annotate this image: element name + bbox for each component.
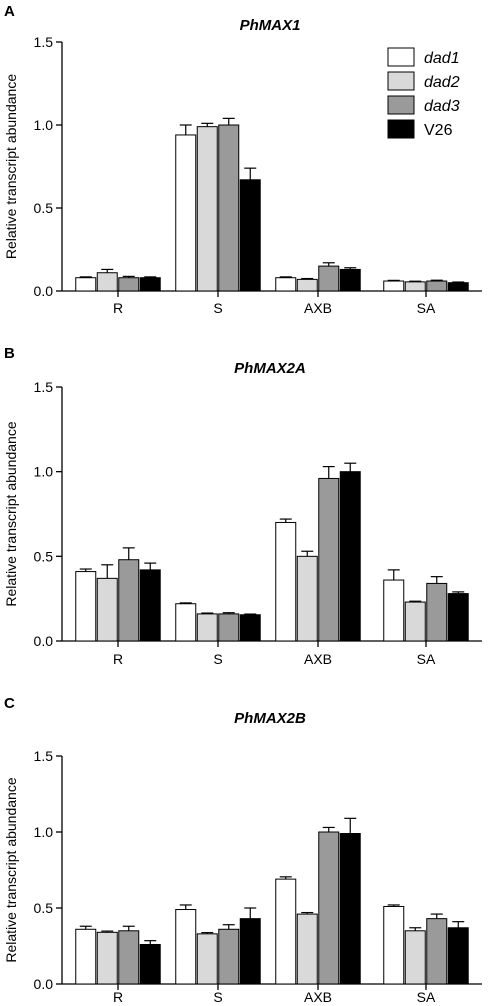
y-tick-label: 1.5: [34, 748, 54, 764]
bar-dad1-AXB: [275, 878, 297, 985]
x-tick-label: R: [113, 300, 123, 316]
bar-dad3-AXB: [318, 265, 340, 292]
bar-dad1-S: [175, 134, 197, 292]
bar-dad1-S: [175, 909, 197, 985]
chart-title: PhMAX2B: [234, 710, 306, 727]
bar-dad1-R: [75, 277, 97, 292]
chart-panel-B: B PhMAX2A Relative transcript abundance 0.0…: [3, 345, 482, 667]
bar-dad2-AXB: [296, 278, 318, 292]
bar-dad1-S: [175, 603, 197, 642]
legend-swatch-dad3: [387, 95, 415, 115]
legend-swatch-dad2: [387, 71, 415, 91]
legend-swatch-V26: [387, 119, 415, 139]
legend-label-dad2: dad2: [424, 74, 460, 91]
y-tick-label: 0.0: [34, 976, 54, 992]
bar-dad1-AXB: [275, 521, 297, 642]
bar-V26-R: [139, 943, 161, 985]
bar-V26-R: [139, 569, 161, 642]
x-tick-label: S: [213, 651, 222, 667]
bar-V26-S: [239, 179, 261, 292]
y-axis-label: Relative transcript abundance: [3, 74, 19, 259]
legend-swatch-dad1: [387, 47, 415, 67]
x-tick-label: R: [113, 989, 123, 1005]
chart-title: PhMAX2A: [234, 360, 306, 377]
bar-V26-AXB: [339, 833, 361, 985]
bar-dad1-R: [75, 571, 97, 642]
bar-dad1-SA: [383, 905, 405, 985]
bar-dad3-R: [118, 930, 140, 985]
x-tick-label: AXB: [304, 989, 332, 1005]
bar-dad2-S: [196, 933, 218, 985]
x-tick-label: SA: [417, 651, 436, 667]
y-axis-label: Relative transcript abundance: [3, 777, 19, 962]
bar-dad2-SA: [404, 930, 426, 985]
bar-V26-SA: [447, 927, 469, 985]
bar-dad1-AXB: [275, 277, 297, 292]
legend: dad1 dad2 dad3 V26: [387, 47, 460, 139]
bar-V26-AXB: [339, 268, 361, 292]
bar-V26-R: [139, 277, 161, 292]
y-tick-label: 1.0: [34, 824, 54, 840]
bar-dad3-AXB: [318, 477, 340, 642]
y-tick-label: 1.0: [34, 464, 54, 480]
bar-dad2-R: [96, 577, 118, 642]
bar-dad3-SA: [426, 280, 448, 292]
bar-V26-AXB: [339, 471, 361, 642]
bar-dad2-R: [96, 272, 118, 292]
y-tick-label: 0.5: [34, 548, 54, 564]
bar-dad1-R: [75, 928, 97, 985]
panel-letter: A: [4, 3, 15, 20]
bar-dad3-R: [118, 277, 140, 292]
x-tick-label: R: [113, 651, 123, 667]
bar-dad3-S: [218, 124, 240, 292]
bar-V26-S: [239, 918, 261, 985]
bar-dad2-SA: [404, 281, 426, 292]
y-tick-label: 1.5: [34, 379, 54, 395]
panel-letter: B: [4, 345, 15, 362]
y-tick-label: 1.0: [34, 117, 54, 133]
legend-label-dad1: dad1: [424, 50, 460, 67]
bar-dad2-S: [196, 613, 218, 642]
chart-panel-C: C PhMAX2B Relative transcript abundance 0.0…: [3, 695, 482, 1005]
bar-V26-S: [239, 614, 261, 642]
legend-label-V26: V26: [424, 122, 453, 139]
y-axis-label: Relative transcript abundance: [3, 421, 19, 606]
bar-dad1-SA: [383, 280, 405, 292]
bar-V26-SA: [447, 282, 469, 292]
bar-dad2-SA: [404, 601, 426, 642]
bar-dad3-AXB: [318, 831, 340, 985]
x-tick-label: AXB: [304, 651, 332, 667]
bar-dad2-AXB: [296, 555, 318, 642]
bar-dad3-S: [218, 928, 240, 985]
bar-dad2-AXB: [296, 913, 318, 985]
bar-dad3-SA: [426, 918, 448, 985]
bar-dad2-S: [196, 126, 218, 292]
bar-dad1-SA: [383, 579, 405, 642]
y-tick-label: 0.0: [34, 633, 54, 649]
legend-label-dad3: dad3: [424, 98, 460, 115]
chart-title: PhMAX1: [240, 17, 301, 34]
x-tick-label: SA: [417, 300, 436, 316]
y-tick-label: 0.0: [34, 283, 54, 299]
chart-panel-A: A PhMAX1 Relative transcript abundance 0.0 0…: [3, 3, 482, 316]
bar-dad2-R: [96, 931, 118, 985]
y-tick-label: 1.5: [34, 34, 54, 50]
bar-V26-SA: [447, 593, 469, 642]
x-tick-label: S: [213, 989, 222, 1005]
x-tick-label: AXB: [304, 300, 332, 316]
x-tick-label: S: [213, 300, 222, 316]
y-tick-label: 0.5: [34, 200, 54, 216]
panel-letter: C: [4, 695, 15, 712]
y-tick-label: 0.5: [34, 900, 54, 916]
bar-dad3-SA: [426, 582, 448, 642]
bar-dad3-S: [218, 613, 240, 642]
bar-dad3-R: [118, 559, 140, 642]
x-tick-label: SA: [417, 989, 436, 1005]
